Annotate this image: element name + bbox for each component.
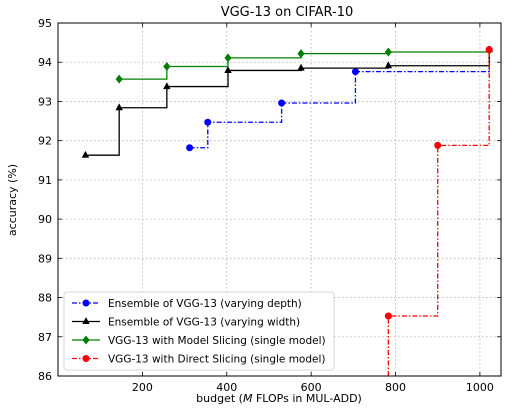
data-point: [278, 99, 286, 107]
y-tick-label: 87: [38, 331, 52, 344]
series-line: [387, 49, 490, 376]
legend-marker: [82, 317, 90, 325]
y-tick-label: 92: [38, 135, 52, 148]
x-tick-label: 200: [132, 381, 153, 394]
y-tick-label: 95: [38, 17, 52, 30]
data-point: [163, 62, 171, 72]
legend-marker: [82, 335, 90, 345]
legend-label: Ensemble of VGG-13 (varying depth): [108, 298, 302, 310]
series-4: [384, 46, 493, 376]
y-tick-label: 90: [38, 213, 52, 226]
data-point: [485, 46, 493, 54]
data-point: [384, 61, 393, 69]
legend-label: VGG-13 with Direct Slicing (single model…: [108, 354, 326, 366]
legend-label: VGG-13 with Model Slicing (single model): [108, 335, 326, 347]
data-point: [297, 49, 305, 59]
data-point: [224, 53, 232, 63]
y-tick-label: 94: [38, 56, 52, 69]
x-tick-label: 1000: [466, 381, 494, 394]
x-tick-label: 400: [216, 381, 237, 394]
y-axis-label: accuracy (%): [6, 164, 19, 236]
data-point: [163, 82, 171, 90]
x-axis-label: budget (M FLOPs in MUL-ADD): [196, 392, 362, 405]
data-point: [384, 312, 392, 320]
series-line: [189, 49, 490, 149]
series-line: [119, 50, 490, 80]
x-tick-label: 800: [385, 381, 406, 394]
plot-frame: [57, 22, 502, 377]
data-point: [115, 103, 123, 111]
y-tick-label: 88: [38, 292, 52, 305]
ticks: 200 400 600 800 1000 86 87 88 89 90 91 92 93 94 95: [38, 17, 501, 394]
y-tick-label: 89: [38, 252, 52, 265]
legend-label: Ensemble of VGG-13 (varying width): [108, 317, 300, 329]
data-point: [297, 63, 305, 71]
series-line: [85, 49, 490, 156]
x-tick-label: 600: [301, 381, 322, 394]
series-layer: [81, 45, 493, 376]
data-point: [115, 74, 123, 84]
legend: Ensemble of VGG-13 (varying depth) Ensemb…: [63, 291, 335, 371]
legend-marker: [82, 299, 90, 307]
y-tick-label: 93: [38, 95, 52, 108]
data-point: [224, 66, 232, 73]
y-tick-label: 86: [38, 370, 52, 383]
data-point: [81, 150, 90, 158]
legend-marker: [82, 354, 90, 362]
data-point: [351, 68, 359, 76]
data-point: [434, 141, 442, 149]
series-3: [115, 45, 493, 84]
data-point: [186, 144, 194, 152]
chart-title: VGG-13 on CIFAR-10: [221, 5, 354, 20]
data-point: [384, 47, 392, 57]
legend-box: [63, 291, 335, 371]
data-point: [204, 118, 212, 126]
y-tick-label: 91: [38, 174, 52, 187]
